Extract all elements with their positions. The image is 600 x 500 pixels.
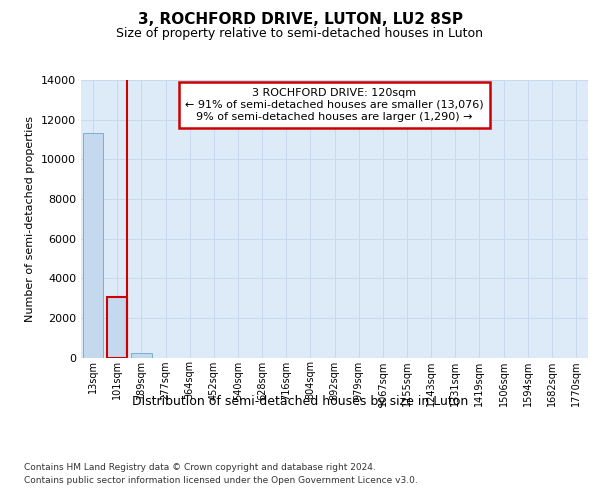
Text: 3 ROCHFORD DRIVE: 120sqm
← 91% of semi-detached houses are smaller (13,076)
9% o: 3 ROCHFORD DRIVE: 120sqm ← 91% of semi-d… [185, 88, 484, 122]
Text: Size of property relative to semi-detached houses in Luton: Size of property relative to semi-detach… [116, 28, 484, 40]
Text: Contains HM Land Registry data © Crown copyright and database right 2024.: Contains HM Land Registry data © Crown c… [24, 462, 376, 471]
Y-axis label: Number of semi-detached properties: Number of semi-detached properties [25, 116, 35, 322]
Text: Distribution of semi-detached houses by size in Luton: Distribution of semi-detached houses by … [132, 395, 468, 408]
Bar [131, 354, 152, 358]
Bar [107, 298, 127, 358]
Text: Contains public sector information licensed under the Open Government Licence v3: Contains public sector information licen… [24, 476, 418, 485]
Bar [83, 132, 103, 358]
Text: 3, ROCHFORD DRIVE, LUTON, LU2 8SP: 3, ROCHFORD DRIVE, LUTON, LU2 8SP [137, 12, 463, 28]
